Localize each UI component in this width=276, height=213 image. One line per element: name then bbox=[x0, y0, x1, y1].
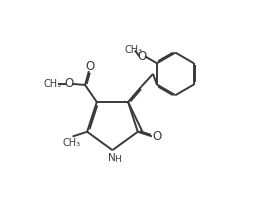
Text: O: O bbox=[65, 77, 74, 90]
Text: CH₃: CH₃ bbox=[125, 45, 143, 55]
Text: N: N bbox=[108, 153, 116, 163]
Text: CH₃: CH₃ bbox=[62, 138, 81, 148]
Text: O: O bbox=[85, 60, 95, 73]
Text: H: H bbox=[114, 155, 121, 164]
Text: O: O bbox=[137, 50, 146, 63]
Text: O: O bbox=[152, 130, 161, 143]
Text: CH₃: CH₃ bbox=[43, 79, 62, 89]
